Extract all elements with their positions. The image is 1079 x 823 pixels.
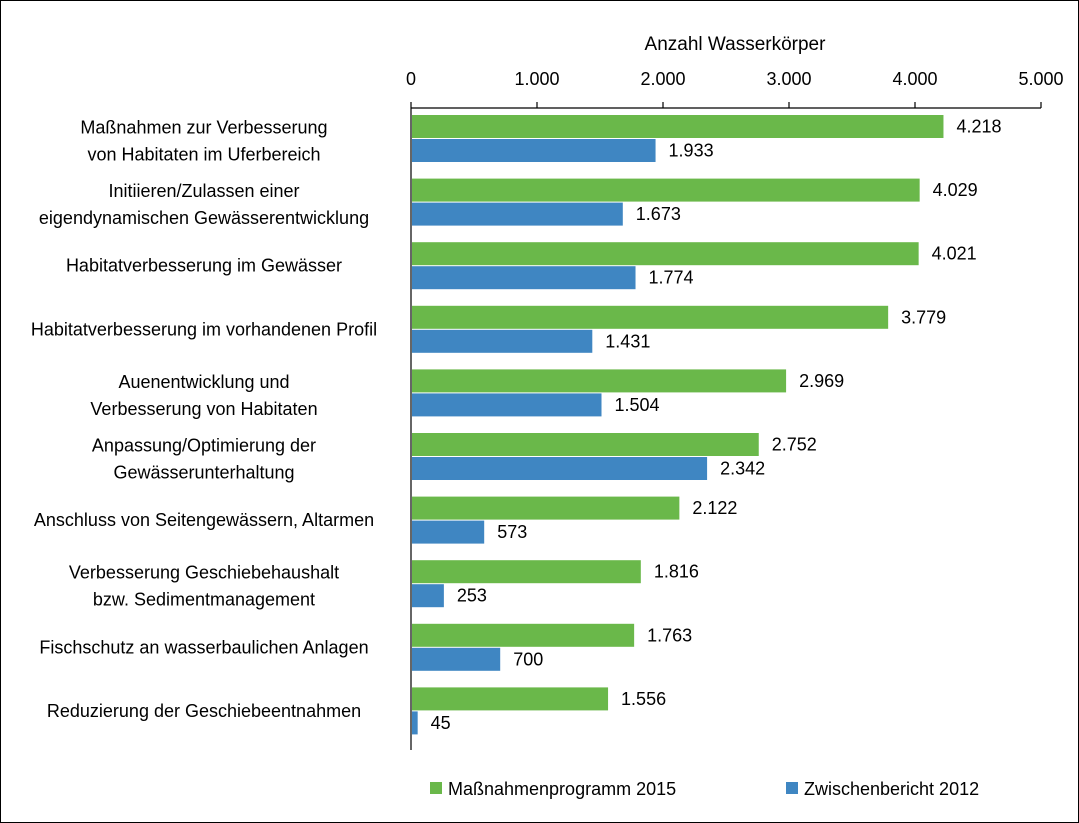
x-axis-ticks: 0 1.000 2.000 3.000 4.000 5.000 <box>406 69 1064 108</box>
x-tick-label: 4.000 <box>892 69 937 89</box>
legend-label: Maßnahmenprogramm 2015 <box>448 779 676 799</box>
category-label: Fischschutz an wasserbaulichen Anlagen <box>39 637 368 657</box>
category-label: Auenentwicklung und <box>118 372 289 392</box>
data-label: 573 <box>497 522 527 542</box>
data-label: 1.763 <box>647 625 692 645</box>
category-label: Verbesserung Geschiebehaushalt <box>69 563 339 583</box>
category-label: Reduzierung der Geschiebeentnahmen <box>47 701 361 721</box>
category-label: Habitatverbesserung im vorhandenen Profi… <box>31 319 377 339</box>
bar-massnahmenprogramm-2015 <box>412 178 920 202</box>
bar-zwischenbericht-2012 <box>412 139 656 162</box>
category-label: Anschluss von Seitengewässern, Altarmen <box>34 510 374 530</box>
category-label: Anpassung/Optimierung der <box>92 436 316 456</box>
category-label: Gewässerunterhaltung <box>113 463 294 483</box>
data-label: 2.752 <box>772 435 817 455</box>
category-labels: Maßnahmen zur Verbesserung von Habitaten … <box>31 118 377 721</box>
x-tick-label: 0 <box>406 69 416 89</box>
bar-zwischenbericht-2012 <box>412 457 708 480</box>
x-tick-label: 3.000 <box>766 69 811 89</box>
x-tick-label: 5.000 <box>1018 69 1063 89</box>
category-label: eigendynamischen Gewässerentwicklung <box>39 208 369 228</box>
legend-swatch <box>430 782 442 794</box>
data-label: 1.673 <box>636 204 681 224</box>
bar-massnahmenprogramm-2015 <box>412 242 919 266</box>
bar-massnahmenprogramm-2015 <box>412 115 944 138</box>
bar-massnahmenprogramm-2015 <box>412 560 641 584</box>
data-label: 253 <box>457 586 487 606</box>
legend-swatch <box>786 782 798 794</box>
data-label: 1.933 <box>669 141 714 161</box>
bar-massnahmenprogramm-2015 <box>412 369 787 393</box>
bar-massnahmenprogramm-2015 <box>412 623 635 647</box>
bar-zwischenbericht-2012 <box>412 520 485 544</box>
category-label: bzw. Sedimentmanagement <box>93 590 315 610</box>
bar-zwischenbericht-2012 <box>412 711 418 735</box>
bar-zwischenbericht-2012 <box>412 266 636 290</box>
category-label: Habitatverbesserung im Gewässer <box>66 256 342 276</box>
bar-zwischenbericht-2012 <box>412 584 444 608</box>
category-label: Initiieren/Zulassen einer <box>108 181 299 201</box>
data-label: 1.556 <box>621 689 666 709</box>
data-label: 2.122 <box>692 498 737 518</box>
data-label: 2.342 <box>720 459 765 479</box>
data-label: 1.431 <box>605 331 650 351</box>
axes <box>410 107 1041 750</box>
category-label: Verbesserung von Habitaten <box>90 399 317 419</box>
data-label: 45 <box>431 713 451 733</box>
bar-massnahmenprogramm-2015 <box>412 305 889 329</box>
legend: Maßnahmenprogramm 2015 Zwischenbericht 20… <box>430 779 979 799</box>
x-axis-title: Anzahl Wasserkörper <box>645 34 827 55</box>
category-label: Maßnahmen zur Verbesserung <box>80 118 327 138</box>
data-label: 4.021 <box>932 244 977 264</box>
data-label: 1.816 <box>654 562 699 582</box>
data-label: 4.218 <box>956 117 1001 137</box>
bars: 4.218 1.933 4.029 1.673 4.021 1.774 3.779 1.431… <box>412 115 1002 735</box>
bar-massnahmenprogramm-2015 <box>412 433 759 456</box>
data-label: 700 <box>513 649 543 669</box>
bar-zwischenbericht-2012 <box>412 202 623 226</box>
data-label: 1.774 <box>649 268 694 288</box>
bar-zwischenbericht-2012 <box>412 647 501 671</box>
data-label: 3.779 <box>901 307 946 327</box>
bar-zwischenbericht-2012 <box>412 393 602 417</box>
x-tick-label: 2.000 <box>640 69 685 89</box>
data-label: 1.504 <box>615 395 660 415</box>
data-label: 2.969 <box>799 371 844 391</box>
bar-massnahmenprogramm-2015 <box>412 496 680 520</box>
legend-label: Zwischenbericht 2012 <box>804 779 979 799</box>
data-label: 4.029 <box>933 180 978 200</box>
bar-massnahmenprogramm-2015 <box>412 687 609 711</box>
bar-zwischenbericht-2012 <box>412 329 593 353</box>
x-tick-label: 1.000 <box>514 69 559 89</box>
category-label: von Habitaten im Uferbereich <box>87 145 320 165</box>
